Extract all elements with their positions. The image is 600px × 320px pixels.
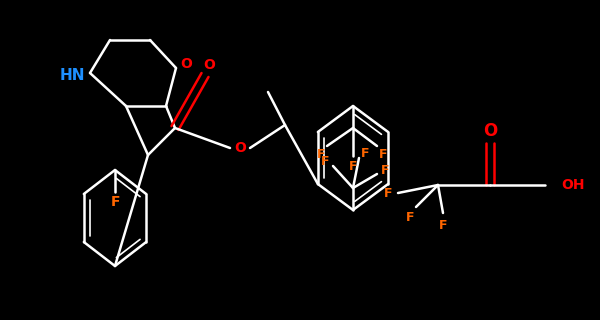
Text: F: F <box>439 219 447 231</box>
Text: F: F <box>317 148 325 161</box>
Text: F: F <box>110 195 120 209</box>
Text: F: F <box>361 147 369 159</box>
Text: OH: OH <box>561 178 584 192</box>
Text: F: F <box>321 155 329 167</box>
Text: HN: HN <box>59 68 85 83</box>
Text: F: F <box>406 211 414 223</box>
Text: O: O <box>483 122 497 140</box>
Text: F: F <box>379 148 387 161</box>
Text: O: O <box>180 57 192 71</box>
Text: O: O <box>234 141 246 155</box>
Text: F: F <box>384 187 392 199</box>
Text: F: F <box>381 164 389 177</box>
Text: F: F <box>349 159 357 172</box>
Text: O: O <box>203 58 215 72</box>
